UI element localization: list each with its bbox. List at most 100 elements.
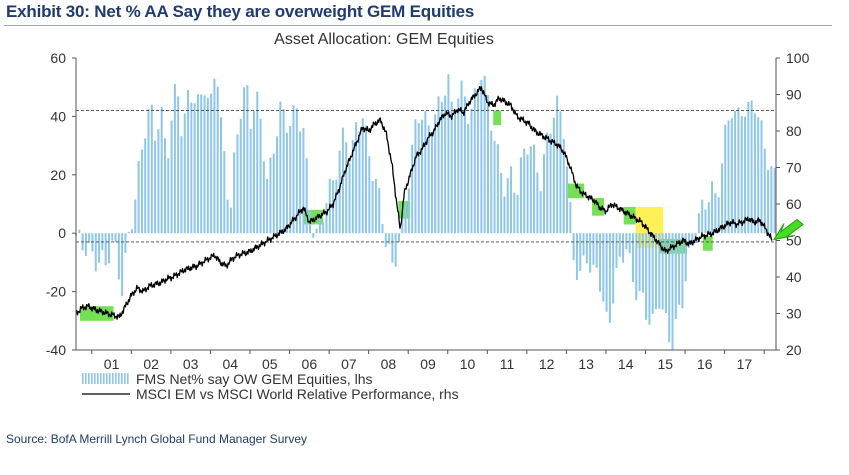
- bar-21: [144, 138, 147, 234]
- bar-49: [236, 134, 239, 234]
- bar-34: [187, 90, 190, 234]
- bar-117: [460, 80, 463, 234]
- bar-11: [111, 233, 114, 241]
- bar-153: [579, 233, 582, 271]
- bar-113: [447, 74, 450, 234]
- bar-177: [658, 233, 661, 309]
- x-tick-label-12: 13: [578, 356, 594, 372]
- x-tick-label-2: 03: [183, 356, 199, 372]
- x-tick-label-5: 06: [302, 356, 318, 372]
- bar-25: [157, 129, 160, 234]
- bar-145: [552, 117, 555, 234]
- reference-lines: [76, 110, 776, 243]
- right-tick-label-5: 70: [786, 160, 802, 176]
- bar-103: [414, 119, 417, 234]
- x-tick-label-14: 15: [657, 356, 673, 372]
- bar-26: [160, 106, 163, 234]
- bar-90: [371, 180, 374, 234]
- bar-14: [121, 233, 124, 296]
- bar-30: [173, 84, 176, 234]
- bar-53: [249, 128, 252, 234]
- bar-187: [691, 233, 694, 246]
- left-tick-label-2: 0: [58, 225, 66, 241]
- bar-33: [183, 113, 186, 234]
- bar-121: [473, 88, 476, 234]
- x-tick-label-4: 05: [262, 356, 278, 372]
- bar-20: [140, 149, 143, 234]
- bar-82: [345, 142, 348, 234]
- bar-160: [602, 233, 605, 302]
- bar-92: [378, 187, 381, 234]
- bar-62: [279, 101, 282, 234]
- bar-31: [177, 96, 180, 234]
- bar-143: [546, 132, 549, 234]
- bar-35: [190, 102, 193, 234]
- bar-61: [276, 136, 279, 234]
- bar-52: [246, 85, 249, 234]
- bar-3: [84, 233, 87, 256]
- bar-50: [239, 118, 242, 234]
- bar-192: [707, 202, 710, 234]
- legend-bar-swatch-15: [127, 373, 129, 384]
- line-series: [75, 85, 773, 320]
- bar-201: [737, 107, 740, 234]
- bar-135: [519, 157, 522, 234]
- bar-209: [763, 148, 766, 234]
- x-tick-label-15: 16: [697, 356, 713, 372]
- bar-206: [753, 113, 756, 234]
- x-tick-label-13: 14: [618, 356, 634, 372]
- bar-136: [523, 148, 526, 234]
- bar-163: [612, 233, 615, 304]
- bar-203: [744, 116, 747, 234]
- x-tick-label-8: 09: [420, 356, 436, 372]
- bar-127: [493, 140, 496, 234]
- legend-bar-swatch-14: [124, 373, 126, 384]
- bar-190: [701, 199, 704, 234]
- bar-17: [131, 229, 134, 234]
- bar-152: [575, 233, 578, 281]
- bar-64: [285, 132, 288, 234]
- bar-189: [697, 213, 700, 234]
- bar-37: [196, 94, 199, 234]
- bar-47: [229, 207, 232, 234]
- highlight-box-3: [493, 110, 502, 126]
- bar-98: [397, 233, 400, 242]
- bar-85: [355, 122, 358, 234]
- legend-bar-swatch-6: [100, 373, 102, 384]
- bar-101: [407, 188, 410, 234]
- bar-210: [767, 169, 770, 234]
- bar-32: [180, 136, 183, 234]
- bar-142: [542, 154, 545, 234]
- bar-115: [454, 110, 457, 234]
- bar-22: [147, 109, 150, 234]
- bar-131: [506, 178, 509, 234]
- bar-179: [664, 233, 667, 314]
- bar-81: [341, 127, 344, 234]
- bar-139: [533, 144, 536, 234]
- bar-63: [282, 109, 285, 234]
- bar-134: [516, 195, 519, 234]
- bar-102: [411, 144, 414, 234]
- bar-112: [444, 95, 447, 234]
- bar-128: [496, 144, 499, 234]
- bar-9: [104, 233, 107, 266]
- bar-100: [404, 201, 407, 234]
- x-tick-label-7: 08: [381, 356, 397, 372]
- x-tick-label-3: 04: [222, 356, 238, 372]
- bar-125: [486, 95, 489, 234]
- bar-186: [687, 233, 690, 248]
- bar-146: [556, 95, 559, 234]
- bar-59: [269, 157, 272, 234]
- callout-arrow: [773, 218, 804, 241]
- bar-91: [374, 178, 377, 234]
- bar-211: [770, 166, 773, 234]
- bar-138: [529, 146, 532, 234]
- relative-performance-line: [75, 85, 773, 320]
- right-tick-label-7: 90: [786, 87, 802, 103]
- bar-156: [589, 233, 592, 273]
- bar-171: [638, 233, 641, 292]
- bar-96: [391, 233, 394, 263]
- highlight-box-2: [398, 201, 411, 219]
- legend-bar-swatch-8: [106, 373, 108, 384]
